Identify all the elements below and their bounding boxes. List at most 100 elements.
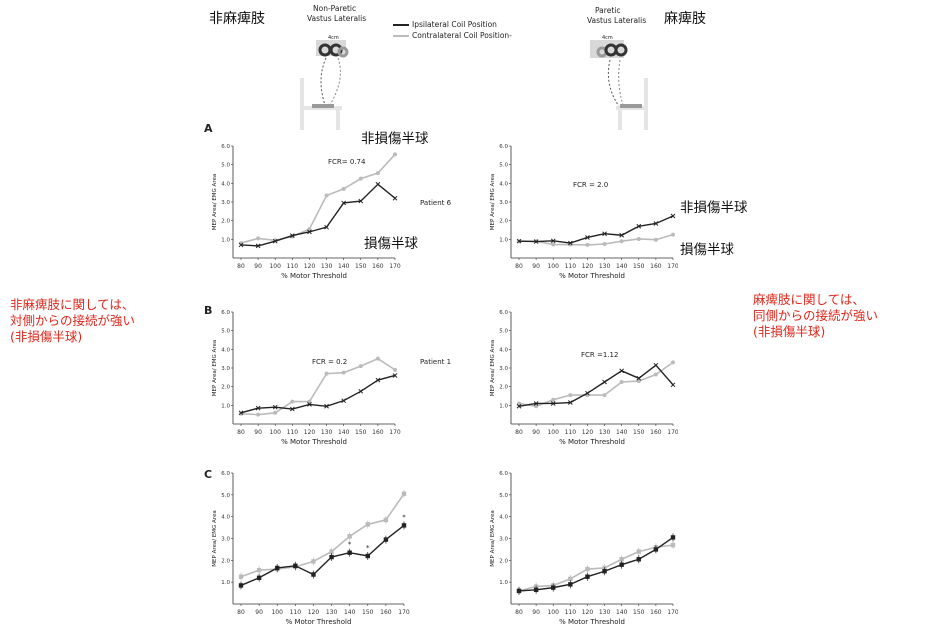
y-axis-label: MEP Area/ EMG Area (212, 174, 218, 230)
y-tick-label: 6.0 (221, 310, 230, 316)
a-left-ipsi-hemisphere-label: 損傷半球 (364, 236, 418, 252)
patient-label: Patient 1 (420, 358, 451, 366)
patient-label: Patient 6 (420, 199, 452, 207)
paretic-limb-label: 麻痺肢 (664, 11, 706, 27)
ipsilateral-point (358, 388, 364, 394)
y-tick-label: 5.0 (221, 163, 230, 169)
y-tick-label: 1.0 (221, 237, 230, 243)
ipsilateral-point (324, 403, 329, 409)
ipsilateral-point (516, 403, 522, 409)
ipsilateral-point (347, 550, 352, 555)
ipsilateral-point (392, 373, 398, 378)
ipsilateral-point (585, 574, 590, 579)
contralateral-point (636, 549, 641, 554)
x-tick-label: 120 (582, 429, 594, 436)
x-tick-label: 90 (254, 263, 262, 270)
ipsilateral-point (238, 242, 244, 248)
x-tick-label: 80 (515, 263, 523, 270)
panel-letter-c: C (204, 468, 213, 481)
y-tick-label: 2.0 (499, 385, 508, 391)
a-left-contra-hemisphere-label: 非損傷半球 (361, 131, 429, 147)
ipsilateral-point (670, 382, 676, 388)
y-tick-label: 3.0 (221, 537, 230, 543)
x-tick-label: 130 (326, 609, 338, 616)
legend-ipsi-label: Ipsilateral Coil Position (412, 20, 497, 29)
ipsilateral-point (341, 200, 347, 206)
left-note-line3: (非損傷半球) (10, 329, 83, 344)
x-tick-label: 160 (372, 263, 384, 270)
right-note: 麻痺肢に関しては、 同側からの接続が強い (非損傷半球) (753, 292, 878, 340)
ipsilateral-point (516, 588, 522, 594)
ipsilateral-series-line (240, 183, 396, 247)
y-tick-label: 4.0 (221, 347, 230, 353)
ipsilateral-point (619, 562, 624, 567)
coil-distance-label: 4cm (328, 35, 339, 41)
left-note-line2: 対側からの接続が強い (10, 313, 136, 328)
contralateral-point (393, 152, 397, 157)
contralateral-point (324, 193, 329, 198)
contralateral-point (619, 557, 624, 562)
x-tick-label: 130 (321, 263, 333, 270)
ipsilateral-point (567, 400, 573, 405)
y-tick-label: 5.0 (221, 493, 230, 499)
contralateral-point (256, 412, 261, 417)
contralateral-point (341, 186, 346, 191)
ipsilateral-point (238, 583, 244, 588)
x-tick-label: 170 (667, 609, 678, 616)
y-tick-label: 5.0 (499, 329, 508, 335)
x-axis-label: % Motor Threshold (286, 618, 352, 626)
x-tick-label: 80 (237, 609, 245, 616)
contralateral-point (329, 549, 334, 554)
coil-distance-label-right: 4cm (602, 35, 613, 41)
x-tick-label: 160 (372, 429, 384, 436)
contralateral-point (341, 370, 346, 375)
contralateral-point (358, 176, 363, 181)
ipsilateral-point (551, 585, 556, 590)
y-tick-label: 6.0 (499, 471, 508, 477)
ipsilateral-series-line (240, 374, 396, 414)
panel-letter-a: A (204, 122, 213, 135)
non-paretic-setup-illustration: 4cm (300, 35, 349, 130)
x-tick-label: 140 (344, 609, 356, 616)
y-tick-label: 5.0 (221, 329, 230, 335)
ipsilateral-point (653, 547, 659, 552)
x-tick-label: 120 (304, 429, 316, 436)
contralateral-point (358, 364, 363, 369)
y-tick-label: 4.0 (499, 347, 508, 353)
chart-b-non-paretic: 1.0 2.0 3.0 4.0 5.0 6.0 80 90 100 110 120 130 140 150… (212, 310, 451, 446)
contralateral-point (347, 534, 352, 539)
ipsilateral-point (358, 198, 364, 204)
x-tick-label: 90 (532, 429, 540, 436)
contralateral-point (256, 567, 262, 573)
significance-marker: * (402, 513, 406, 521)
contralateral-point (238, 574, 244, 579)
contralateral-point (311, 559, 316, 564)
x-tick-label: 170 (389, 263, 401, 270)
x-tick-label: 100 (547, 609, 559, 616)
ipsilateral-point (289, 406, 295, 412)
ipsilateral-point (602, 231, 607, 237)
x-axis-label: % Motor Threshold (281, 272, 347, 280)
contralateral-point (551, 242, 556, 247)
y-tick-label: 4.0 (499, 515, 508, 521)
ipsilateral-point (670, 535, 676, 540)
y-tick-label: 3.0 (221, 200, 230, 206)
ipsilateral-point (550, 238, 556, 244)
fcr-annotation: FCR = 0.2 (312, 358, 347, 366)
y-tick-label: 4.0 (499, 181, 508, 187)
x-axis-label: % Motor Threshold (559, 272, 625, 280)
ipsilateral-point (585, 235, 590, 240)
a-right-ipsi-hemisphere-label: 非損傷半球 (680, 200, 748, 216)
ipsilateral-point (568, 582, 573, 587)
contralateral-point (256, 236, 261, 241)
x-tick-label: 170 (389, 429, 401, 436)
y-tick-label: 5.0 (499, 493, 508, 499)
contralateral-point (585, 566, 590, 572)
x-tick-label: 140 (338, 429, 350, 436)
ipsilateral-point (275, 565, 280, 571)
y-tick-label: 6.0 (221, 144, 230, 150)
contralateral-point (534, 404, 539, 409)
x-tick-label: 150 (633, 609, 645, 616)
significance-marker: * (366, 544, 370, 552)
x-tick-label: 170 (667, 429, 678, 436)
